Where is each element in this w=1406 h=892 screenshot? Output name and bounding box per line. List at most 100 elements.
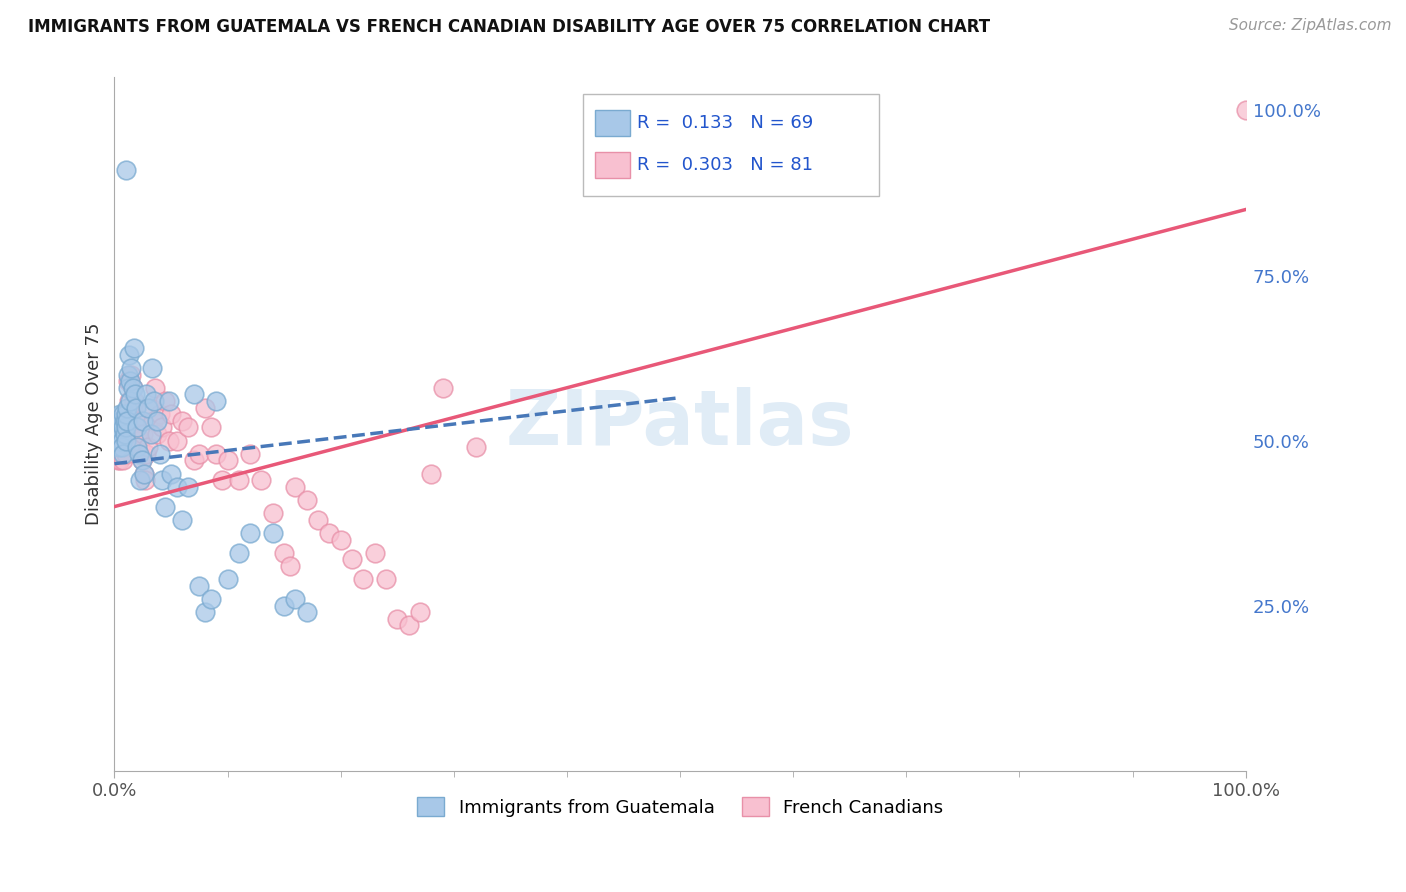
Point (284, 592, 307, 607)
Point (155, 394, 177, 409)
Point (114, 414, 136, 428)
Point (114, 447, 136, 461)
Point (111, 440, 134, 454)
Point (107, 434, 129, 448)
Point (183, 453, 205, 467)
Point (111, 434, 134, 448)
Point (121, 381, 143, 395)
Point (111, 447, 134, 461)
Point (110, 427, 132, 442)
Point (177, 480, 200, 494)
Point (122, 394, 145, 409)
Point (129, 473, 152, 487)
Point (262, 526, 284, 541)
Point (273, 546, 295, 560)
Point (112, 434, 135, 448)
Point (112, 407, 135, 421)
Point (114, 427, 136, 442)
Point (142, 414, 165, 428)
Point (135, 387, 157, 401)
Point (149, 447, 172, 461)
Point (228, 473, 250, 487)
Point (115, 401, 138, 415)
Point (111, 420, 134, 434)
Point (132, 467, 155, 481)
Point (121, 381, 143, 395)
Text: IMMIGRANTS FROM GUATEMALA VS FRENCH CANADIAN DISABILITY AGE OVER 75 CORRELATION : IMMIGRANTS FROM GUATEMALA VS FRENCH CANA… (28, 18, 990, 36)
Point (120, 420, 142, 434)
Point (128, 414, 150, 428)
Point (110, 434, 132, 448)
Point (112, 420, 135, 434)
Point (125, 414, 148, 428)
Point (120, 407, 142, 421)
Point (107, 453, 129, 467)
Point (108, 427, 131, 442)
Point (200, 592, 222, 607)
Point (108, 427, 131, 442)
Point (138, 401, 160, 415)
Point (124, 401, 146, 415)
Point (278, 559, 301, 574)
Point (117, 381, 139, 395)
Point (188, 447, 211, 461)
Point (273, 599, 295, 613)
Point (108, 414, 131, 428)
Point (108, 407, 131, 421)
Point (115, 414, 138, 428)
Point (128, 447, 150, 461)
Point (114, 440, 136, 454)
Point (211, 473, 233, 487)
Point (157, 394, 180, 409)
Point (155, 500, 177, 514)
Point (307, 513, 329, 527)
Point (217, 453, 239, 467)
Point (250, 473, 273, 487)
Point (114, 162, 136, 177)
Point (108, 434, 131, 448)
Point (108, 414, 131, 428)
Point (387, 612, 409, 626)
Point (1234, 103, 1257, 118)
Point (114, 407, 136, 421)
Point (295, 605, 318, 619)
Point (146, 427, 169, 442)
Point (125, 440, 148, 454)
Point (131, 453, 153, 467)
Point (228, 546, 250, 560)
Point (166, 480, 188, 494)
Point (262, 506, 284, 520)
Point (160, 407, 183, 421)
Point (112, 453, 135, 467)
Point (398, 618, 420, 632)
Point (108, 440, 131, 454)
Point (146, 414, 169, 428)
Point (200, 420, 222, 434)
Point (352, 572, 374, 586)
Point (160, 467, 183, 481)
Point (114, 427, 136, 442)
Point (117, 374, 139, 388)
Point (295, 493, 318, 508)
Point (194, 401, 217, 415)
Point (363, 546, 385, 560)
Point (107, 434, 129, 448)
Point (120, 394, 142, 409)
Point (108, 420, 131, 434)
Point (112, 447, 135, 461)
Point (135, 447, 157, 461)
Point (143, 381, 166, 395)
Point (110, 420, 132, 434)
Point (111, 427, 134, 442)
Point (157, 434, 180, 448)
Point (129, 440, 152, 454)
Text: R =  0.303   N = 81: R = 0.303 N = 81 (637, 156, 813, 174)
Point (239, 526, 262, 541)
Point (131, 414, 153, 428)
Point (120, 374, 142, 388)
Point (131, 453, 153, 467)
Point (183, 387, 205, 401)
Point (374, 572, 396, 586)
Point (172, 414, 194, 428)
Point (166, 434, 188, 448)
